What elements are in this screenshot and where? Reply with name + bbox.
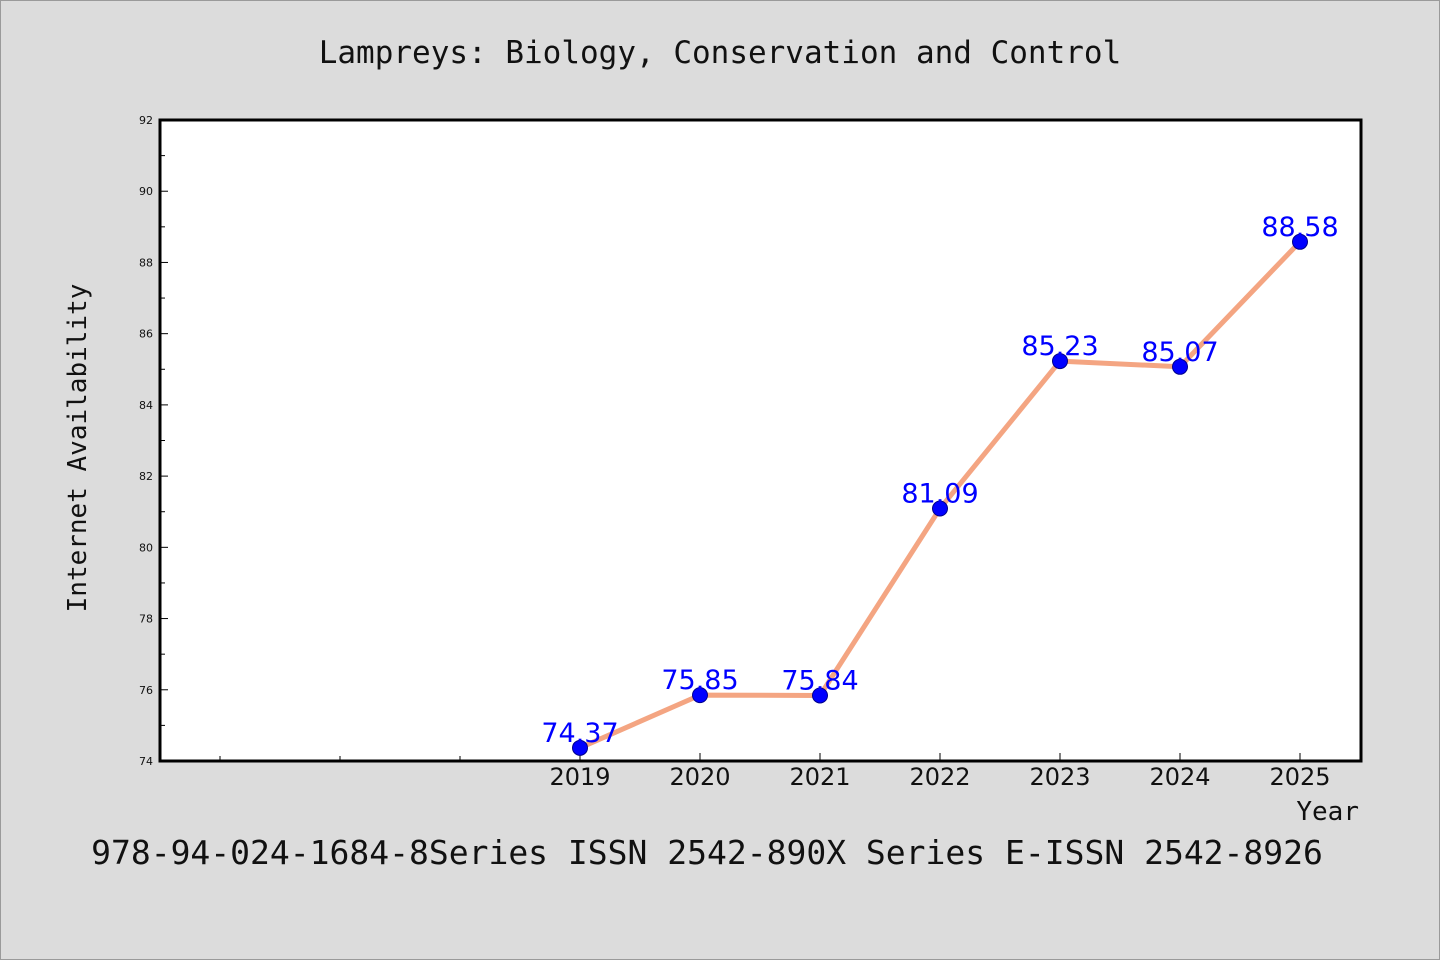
y-tick-label: 92 bbox=[139, 114, 153, 127]
data-point-marker bbox=[692, 687, 708, 704]
y-axis: 74 76 78 80 82 84 86 88 90 92 bbox=[139, 114, 168, 768]
y-tick-label: 78 bbox=[139, 613, 153, 626]
y-axis-label: Internet Availability bbox=[63, 284, 93, 613]
x-tick-label: 2019 bbox=[549, 763, 610, 791]
y-tick-label: 82 bbox=[139, 470, 153, 483]
x-tick-label: 2024 bbox=[1149, 763, 1210, 791]
data-point-marker bbox=[812, 687, 828, 704]
data-label: 85.23 bbox=[1021, 331, 1098, 362]
data-label: 85.07 bbox=[1141, 337, 1218, 368]
footer-text: 978-94-024-1684-8Series ISSN 2542-890X S… bbox=[91, 833, 1323, 872]
y-tick-label: 74 bbox=[139, 755, 153, 768]
data-label: 75.84 bbox=[781, 665, 858, 696]
data-point-marker bbox=[1052, 353, 1068, 370]
plot-area bbox=[158, 118, 1363, 763]
x-tick-label: 2021 bbox=[789, 763, 850, 791]
data-point-marker bbox=[1172, 358, 1188, 375]
y-tick-label: 84 bbox=[139, 399, 153, 412]
y-tick-label: 86 bbox=[139, 328, 153, 341]
y-tick-label: 90 bbox=[139, 185, 153, 198]
data-point-marker bbox=[932, 500, 948, 517]
data-point-marker bbox=[1292, 233, 1308, 250]
x-tick-label: 2022 bbox=[909, 763, 970, 791]
data-label: 74.37 bbox=[541, 718, 618, 749]
data-label-group: 74.37 75.85 75.84 81.09 85.23 85.07 88.58 bbox=[541, 212, 1338, 749]
y-tick-label: 80 bbox=[139, 541, 153, 554]
y-tick-label: 88 bbox=[139, 256, 153, 269]
x-tick-label: 2025 bbox=[1269, 763, 1330, 791]
chart-title: Lampreys: Biology, Conservation and Cont… bbox=[319, 35, 1122, 71]
x-axis: 2019 2020 2021 2022 2023 2024 2025 bbox=[219, 753, 1331, 791]
data-label: 75.85 bbox=[661, 665, 738, 696]
x-tick-label: 2023 bbox=[1029, 763, 1090, 791]
data-label: 88.58 bbox=[1261, 212, 1338, 243]
data-label: 81.09 bbox=[901, 479, 978, 510]
y-tick-label: 76 bbox=[139, 684, 153, 697]
x-axis-label: Year bbox=[1296, 797, 1359, 827]
x-tick-label: 2020 bbox=[669, 763, 730, 791]
series-line-group bbox=[572, 233, 1308, 756]
data-point-marker bbox=[572, 739, 588, 756]
